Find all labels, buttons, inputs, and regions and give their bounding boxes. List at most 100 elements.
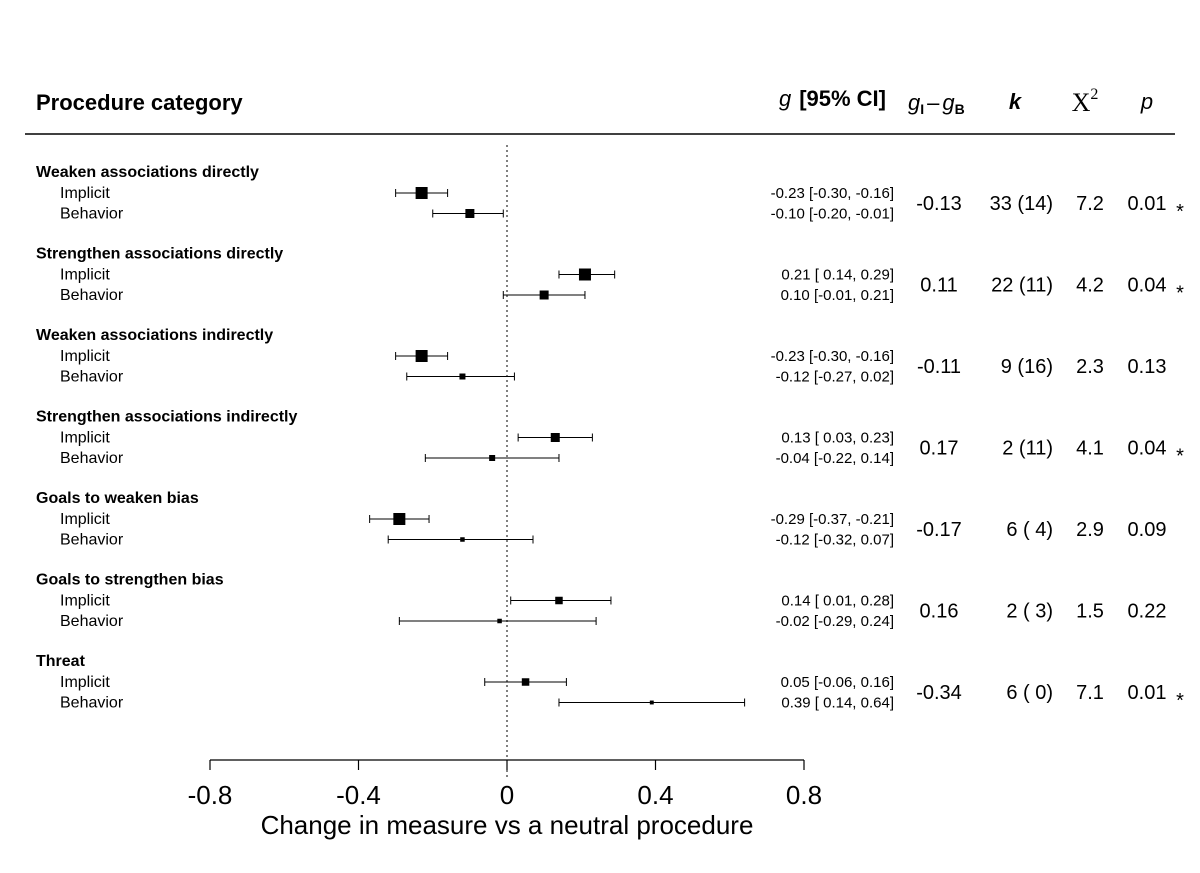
ci-text: 0.13 [ 0.03, 0.23]: [781, 430, 894, 447]
row-label: Behavior: [60, 450, 124, 467]
p-value: 0.22: [1128, 601, 1167, 623]
rows-layer: Weaken associations directly Implicit -0.2…: [36, 145, 1184, 778]
row-label: Implicit: [60, 348, 110, 365]
point-estimate: [415, 187, 428, 199]
row-label: Implicit: [60, 674, 110, 691]
point-estimate: [550, 433, 560, 442]
k-value: 2 ( 3): [1006, 601, 1053, 623]
ci-text: 0.21 [ 0.14, 0.29]: [781, 267, 894, 284]
k-value: 33 (14): [990, 193, 1053, 215]
ci-text: 0.05 [-0.06, 0.16]: [781, 674, 894, 691]
category-group: Strengthen associations indirectly Implic…: [36, 409, 1184, 468]
k-value: 22 (11): [991, 275, 1053, 297]
header-ci-label: [95% CI]: [799, 86, 886, 111]
point-estimate: [578, 268, 591, 281]
chi2-value: 2.9: [1076, 519, 1104, 541]
x-tick-label: 0.8: [786, 780, 822, 810]
row-label: Behavior: [60, 613, 124, 630]
chi2-value: 4.1: [1076, 438, 1104, 460]
row-label: Behavior: [60, 206, 124, 223]
significance-marker: *: [1176, 690, 1184, 712]
ci-text: -0.10 [-0.20, -0.01]: [771, 206, 894, 223]
p-value: 0.04: [1128, 275, 1167, 297]
ci-text: -0.12 [-0.32, 0.07]: [776, 532, 894, 549]
significance-marker: *: [1176, 201, 1184, 223]
p-value: 0.09: [1128, 519, 1167, 541]
category-label: Strengthen associations indirectly: [36, 409, 298, 426]
ci-text: -0.04 [-0.22, 0.14]: [776, 450, 894, 467]
point-estimate: [415, 350, 428, 362]
k-value: 2 (11): [1002, 438, 1053, 460]
category-group: Goals to strengthen bias Implicit 0.14 [ 0…: [36, 572, 1166, 631]
row-label: Implicit: [60, 267, 110, 284]
point-estimate: [393, 513, 406, 525]
ci-text: 0.10 [-0.01, 0.21]: [781, 287, 894, 304]
point-estimate: [539, 290, 549, 300]
k-value: 9 (16): [1001, 356, 1053, 378]
ci-text: -0.29 [-0.37, -0.21]: [771, 511, 894, 528]
point-estimate: [460, 537, 465, 542]
x-tick-label: 0.4: [637, 780, 673, 810]
k-value: 6 ( 4): [1006, 519, 1053, 541]
p-value: 0.13: [1128, 356, 1167, 378]
row-label: Behavior: [60, 369, 124, 386]
row-label: Implicit: [60, 593, 110, 610]
point-estimate: [521, 678, 530, 686]
significance-marker: *: [1176, 446, 1184, 468]
diff-value: -0.34: [916, 682, 962, 704]
point-estimate: [497, 618, 502, 624]
diff-value: -0.17: [916, 519, 962, 541]
chi2-value: 7.2: [1076, 193, 1104, 215]
x-tick-label: -0.4: [336, 780, 381, 810]
x-axis: -0.8 -0.4 0 0.4 0.8 Change in measure vs a ne…: [188, 759, 822, 840]
category-group: Goals to weaken bias Implicit -0.29 [-0.37…: [36, 490, 1166, 549]
category-label: Weaken associations directly: [36, 164, 259, 181]
row-label: Behavior: [60, 695, 124, 712]
chi2-value: 7.1: [1076, 682, 1104, 704]
significance-marker: *: [1176, 283, 1184, 305]
chi2-value: 1.5: [1076, 601, 1104, 623]
header-chi: X2: [1072, 86, 1099, 117]
point-estimate: [489, 455, 496, 461]
ci-text: -0.23 [-0.30, -0.16]: [771, 348, 894, 365]
diff-value: 0.16: [920, 601, 959, 623]
category-label: Weaken associations indirectly: [36, 327, 273, 344]
k-value: 6 ( 0): [1006, 682, 1053, 704]
header-g-letter: g: [779, 86, 792, 111]
category-label: Goals to strengthen bias: [36, 572, 224, 589]
category-label: Strengthen associations directly: [36, 246, 283, 263]
diff-value: 0.17: [920, 438, 959, 460]
chi2-value: 2.3: [1076, 356, 1104, 378]
header-p: p: [1140, 89, 1153, 114]
row-label: Implicit: [60, 185, 110, 202]
x-axis-label: Change in measure vs a neutral procedure: [261, 810, 754, 840]
header-diff: gI – gB: [908, 90, 965, 117]
p-value: 0.04: [1128, 438, 1167, 460]
category-group: Strengthen associations directly Implicit…: [36, 246, 1184, 305]
header-category: Procedure category: [36, 90, 243, 115]
ci-text: -0.02 [-0.29, 0.24]: [776, 613, 894, 630]
point-estimate: [465, 209, 475, 218]
category-group: Weaken associations indirectly Implicit -0…: [36, 327, 1166, 386]
category-label: Goals to weaken bias: [36, 490, 199, 507]
x-tick-label: -0.8: [188, 780, 233, 810]
header-k: k: [1009, 89, 1023, 114]
row-label: Behavior: [60, 287, 124, 304]
row-label: Behavior: [60, 532, 124, 549]
row-label: Implicit: [60, 430, 110, 447]
diff-value: -0.11: [917, 356, 961, 378]
ci-text: 0.14 [ 0.01, 0.28]: [781, 593, 894, 610]
header-g-ci: g [95% CI]: [779, 86, 886, 111]
point-estimate: [649, 700, 654, 705]
category-label: Threat: [36, 653, 86, 670]
p-value: 0.01: [1128, 682, 1167, 704]
ci-text: 0.39 [ 0.14, 0.64]: [781, 695, 894, 712]
ci-text: -0.12 [-0.27, 0.02]: [776, 369, 894, 386]
ci-text: -0.23 [-0.30, -0.16]: [771, 185, 894, 202]
category-group: Threat Implicit 0.05 [-0.06, 0.16] Behavior…: [36, 653, 1184, 712]
diff-value: 0.11: [920, 275, 957, 297]
diff-value: -0.13: [916, 193, 962, 215]
point-estimate: [555, 596, 563, 605]
category-group: Weaken associations directly Implicit -0.2…: [36, 164, 1184, 223]
